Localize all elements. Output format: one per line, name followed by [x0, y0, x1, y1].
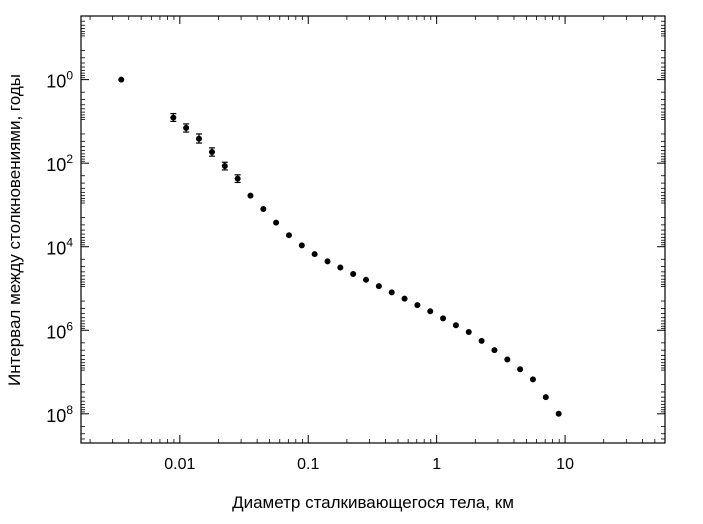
data-point	[221, 163, 228, 170]
data-point	[118, 76, 125, 83]
data-point	[529, 376, 536, 383]
data-point	[247, 192, 254, 199]
x-tick-label: 0.1	[297, 456, 319, 473]
data-point	[478, 337, 485, 344]
x-tick-label: 0.01	[164, 456, 195, 473]
data-point	[285, 232, 292, 239]
data-point	[555, 410, 562, 417]
data-points	[118, 76, 562, 417]
data-point	[465, 328, 472, 335]
y-tick-label: 102	[46, 152, 73, 175]
data-point	[517, 366, 524, 373]
y-tick-label: 104	[46, 236, 73, 259]
data-point	[452, 322, 459, 329]
data-point	[350, 270, 357, 277]
y-tick-label: 100	[46, 69, 73, 92]
data-point	[298, 242, 305, 249]
x-axis: 0.01 0.1 1 10	[164, 16, 574, 473]
data-point	[195, 135, 202, 142]
data-point	[427, 308, 434, 315]
data-point	[273, 219, 280, 226]
data-point	[363, 276, 370, 283]
data-point	[183, 124, 190, 131]
x-tick-label: 10	[556, 456, 574, 473]
data-point	[260, 205, 267, 212]
data-point	[170, 114, 177, 121]
data-point	[234, 175, 241, 182]
minor-ticks	[81, 15, 666, 444]
data-point	[504, 356, 511, 363]
x-axis-label: Диаметр сталкивающегося тела, км	[232, 493, 514, 512]
data-point	[208, 148, 215, 155]
data-point	[414, 302, 421, 309]
y-tick-label: 106	[46, 319, 73, 342]
data-point	[491, 347, 498, 354]
data-point	[440, 315, 447, 322]
data-point	[401, 295, 408, 302]
data-point	[542, 394, 549, 401]
data-point	[324, 258, 331, 265]
data-point	[337, 264, 344, 271]
plot-frame	[80, 15, 666, 444]
data-point	[388, 289, 395, 296]
y-tick-label: 108	[46, 403, 73, 426]
y-axis-label: Интервал между столкновениями, годы	[5, 74, 24, 386]
x-tick-label: 1	[432, 456, 441, 473]
y-axis: 100 102 104 106 108	[46, 69, 665, 426]
data-point	[311, 251, 318, 258]
data-point	[375, 283, 382, 290]
